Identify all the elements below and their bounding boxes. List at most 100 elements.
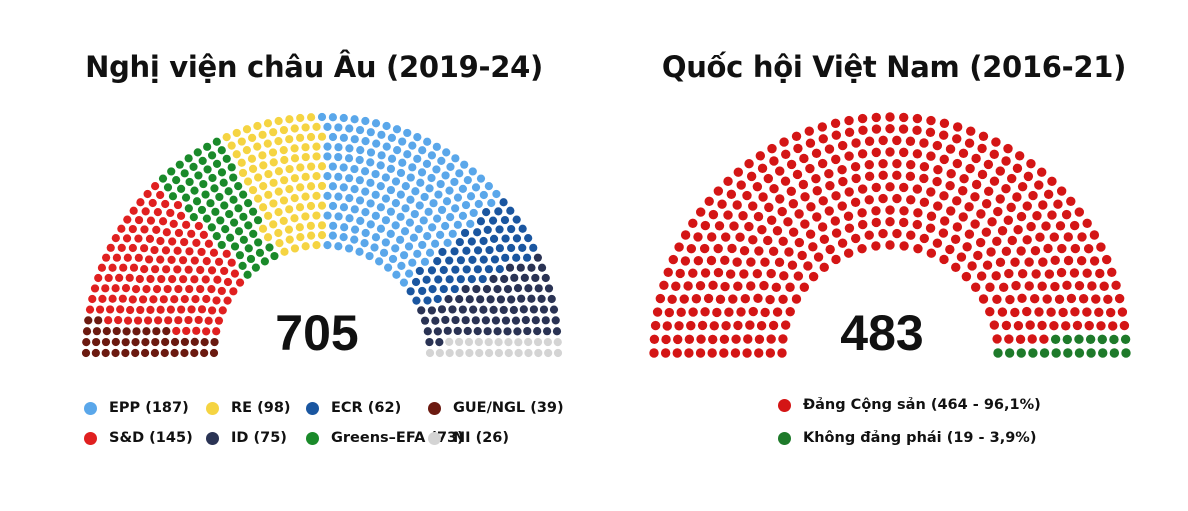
seat-dot <box>745 320 755 330</box>
seat-dot <box>483 327 492 336</box>
seat-dot <box>976 209 986 219</box>
seat-dot <box>495 225 504 234</box>
seat-dot <box>774 257 785 268</box>
seat-dot <box>420 257 430 266</box>
seat-dot <box>366 158 375 167</box>
seat-dot <box>284 225 294 234</box>
seat-dot <box>246 254 256 264</box>
seat-dot <box>746 281 756 291</box>
seat-dot <box>184 154 193 163</box>
seat-dot <box>661 334 671 345</box>
seat-dot <box>483 225 492 234</box>
seat-dot <box>460 160 469 169</box>
seat-dot <box>265 243 274 252</box>
seat-dot <box>674 321 684 331</box>
seat-dot <box>184 204 193 213</box>
seat-dot <box>190 256 199 265</box>
seat-dot <box>766 215 777 225</box>
seat-dot <box>197 247 206 257</box>
seat-dot <box>243 177 253 186</box>
seat-dot <box>512 234 522 243</box>
seat-dot <box>476 217 486 226</box>
seat-dot <box>1034 307 1044 317</box>
seat-dot <box>1034 180 1044 190</box>
seat-dot <box>799 282 810 292</box>
seat-dot <box>1006 202 1016 213</box>
seat-dot <box>339 233 348 242</box>
seat-dot <box>280 155 289 165</box>
seat-dot <box>1027 334 1037 344</box>
seat-dot <box>207 285 216 294</box>
seat-dot <box>461 200 471 210</box>
seat-dot <box>197 205 207 215</box>
seat-dot <box>778 294 788 305</box>
seat-dot <box>473 228 482 237</box>
seat-dot <box>754 348 764 358</box>
seat-dot <box>140 244 149 253</box>
seat-dot <box>441 315 450 325</box>
seat-dot <box>475 348 484 358</box>
seat-dot <box>926 115 936 126</box>
seat-dot <box>404 242 414 251</box>
seat-dot <box>204 239 213 248</box>
seat-dot <box>445 337 454 346</box>
seat-dot <box>553 338 562 347</box>
seat-dot <box>1039 348 1050 358</box>
seat-dot <box>279 216 288 225</box>
seat-dot <box>350 225 360 234</box>
seat-dot <box>269 199 278 208</box>
seat-dot <box>952 158 963 169</box>
seat-dot <box>328 113 337 122</box>
seat-dot <box>500 215 510 225</box>
seat-dot <box>1044 269 1055 279</box>
seat-dot <box>445 256 454 265</box>
seat-dot <box>777 206 787 217</box>
seat-dot <box>458 305 467 314</box>
legend-label: Không đảng phái (19 - 3,9%) <box>803 430 1037 446</box>
legend-item: EPP (187) <box>84 400 189 416</box>
seat-dot <box>1014 151 1025 161</box>
seat-dot <box>997 226 1008 236</box>
seat-dot <box>101 284 110 293</box>
seat-dot <box>992 334 1002 344</box>
seat-dot <box>484 182 493 191</box>
seat-dot <box>758 192 768 202</box>
seat-dot <box>474 337 483 347</box>
seat-dot <box>408 141 417 150</box>
seat-dot <box>919 138 929 148</box>
seat-dot <box>317 162 327 171</box>
seat-dot <box>1089 230 1100 240</box>
seat-dot <box>939 154 949 165</box>
seat-dot <box>680 256 691 266</box>
seat-dot <box>1001 320 1012 331</box>
seat-dot <box>413 249 422 258</box>
seat-dot <box>263 119 273 128</box>
seat-dot <box>301 212 310 221</box>
seat-dot <box>280 176 289 185</box>
seat-dot <box>361 116 370 126</box>
seat-dot <box>174 228 184 238</box>
seat-dot <box>1026 159 1036 169</box>
seat-dot <box>803 261 813 271</box>
seat-dot <box>537 294 546 303</box>
seat-dot <box>173 200 183 210</box>
seat-dot <box>157 274 166 284</box>
seat-dot <box>871 124 882 134</box>
seat-dot <box>1017 181 1028 192</box>
seat-dot <box>92 337 101 347</box>
seat-dot <box>1010 257 1020 267</box>
seat-dot <box>1082 218 1092 229</box>
seat-dot <box>227 141 236 150</box>
seat-dot <box>296 113 305 123</box>
seat-dot <box>1017 269 1028 279</box>
seat-dot <box>92 327 101 336</box>
seat-dot <box>529 243 538 252</box>
seat-dot <box>864 230 874 240</box>
seat-dot <box>977 169 988 180</box>
seat-dot <box>899 112 909 123</box>
seat-dot <box>971 179 982 190</box>
seat-dot <box>212 159 222 168</box>
seat-dot <box>405 218 415 227</box>
seat-dot <box>1007 173 1017 184</box>
seat-dot <box>355 196 365 205</box>
